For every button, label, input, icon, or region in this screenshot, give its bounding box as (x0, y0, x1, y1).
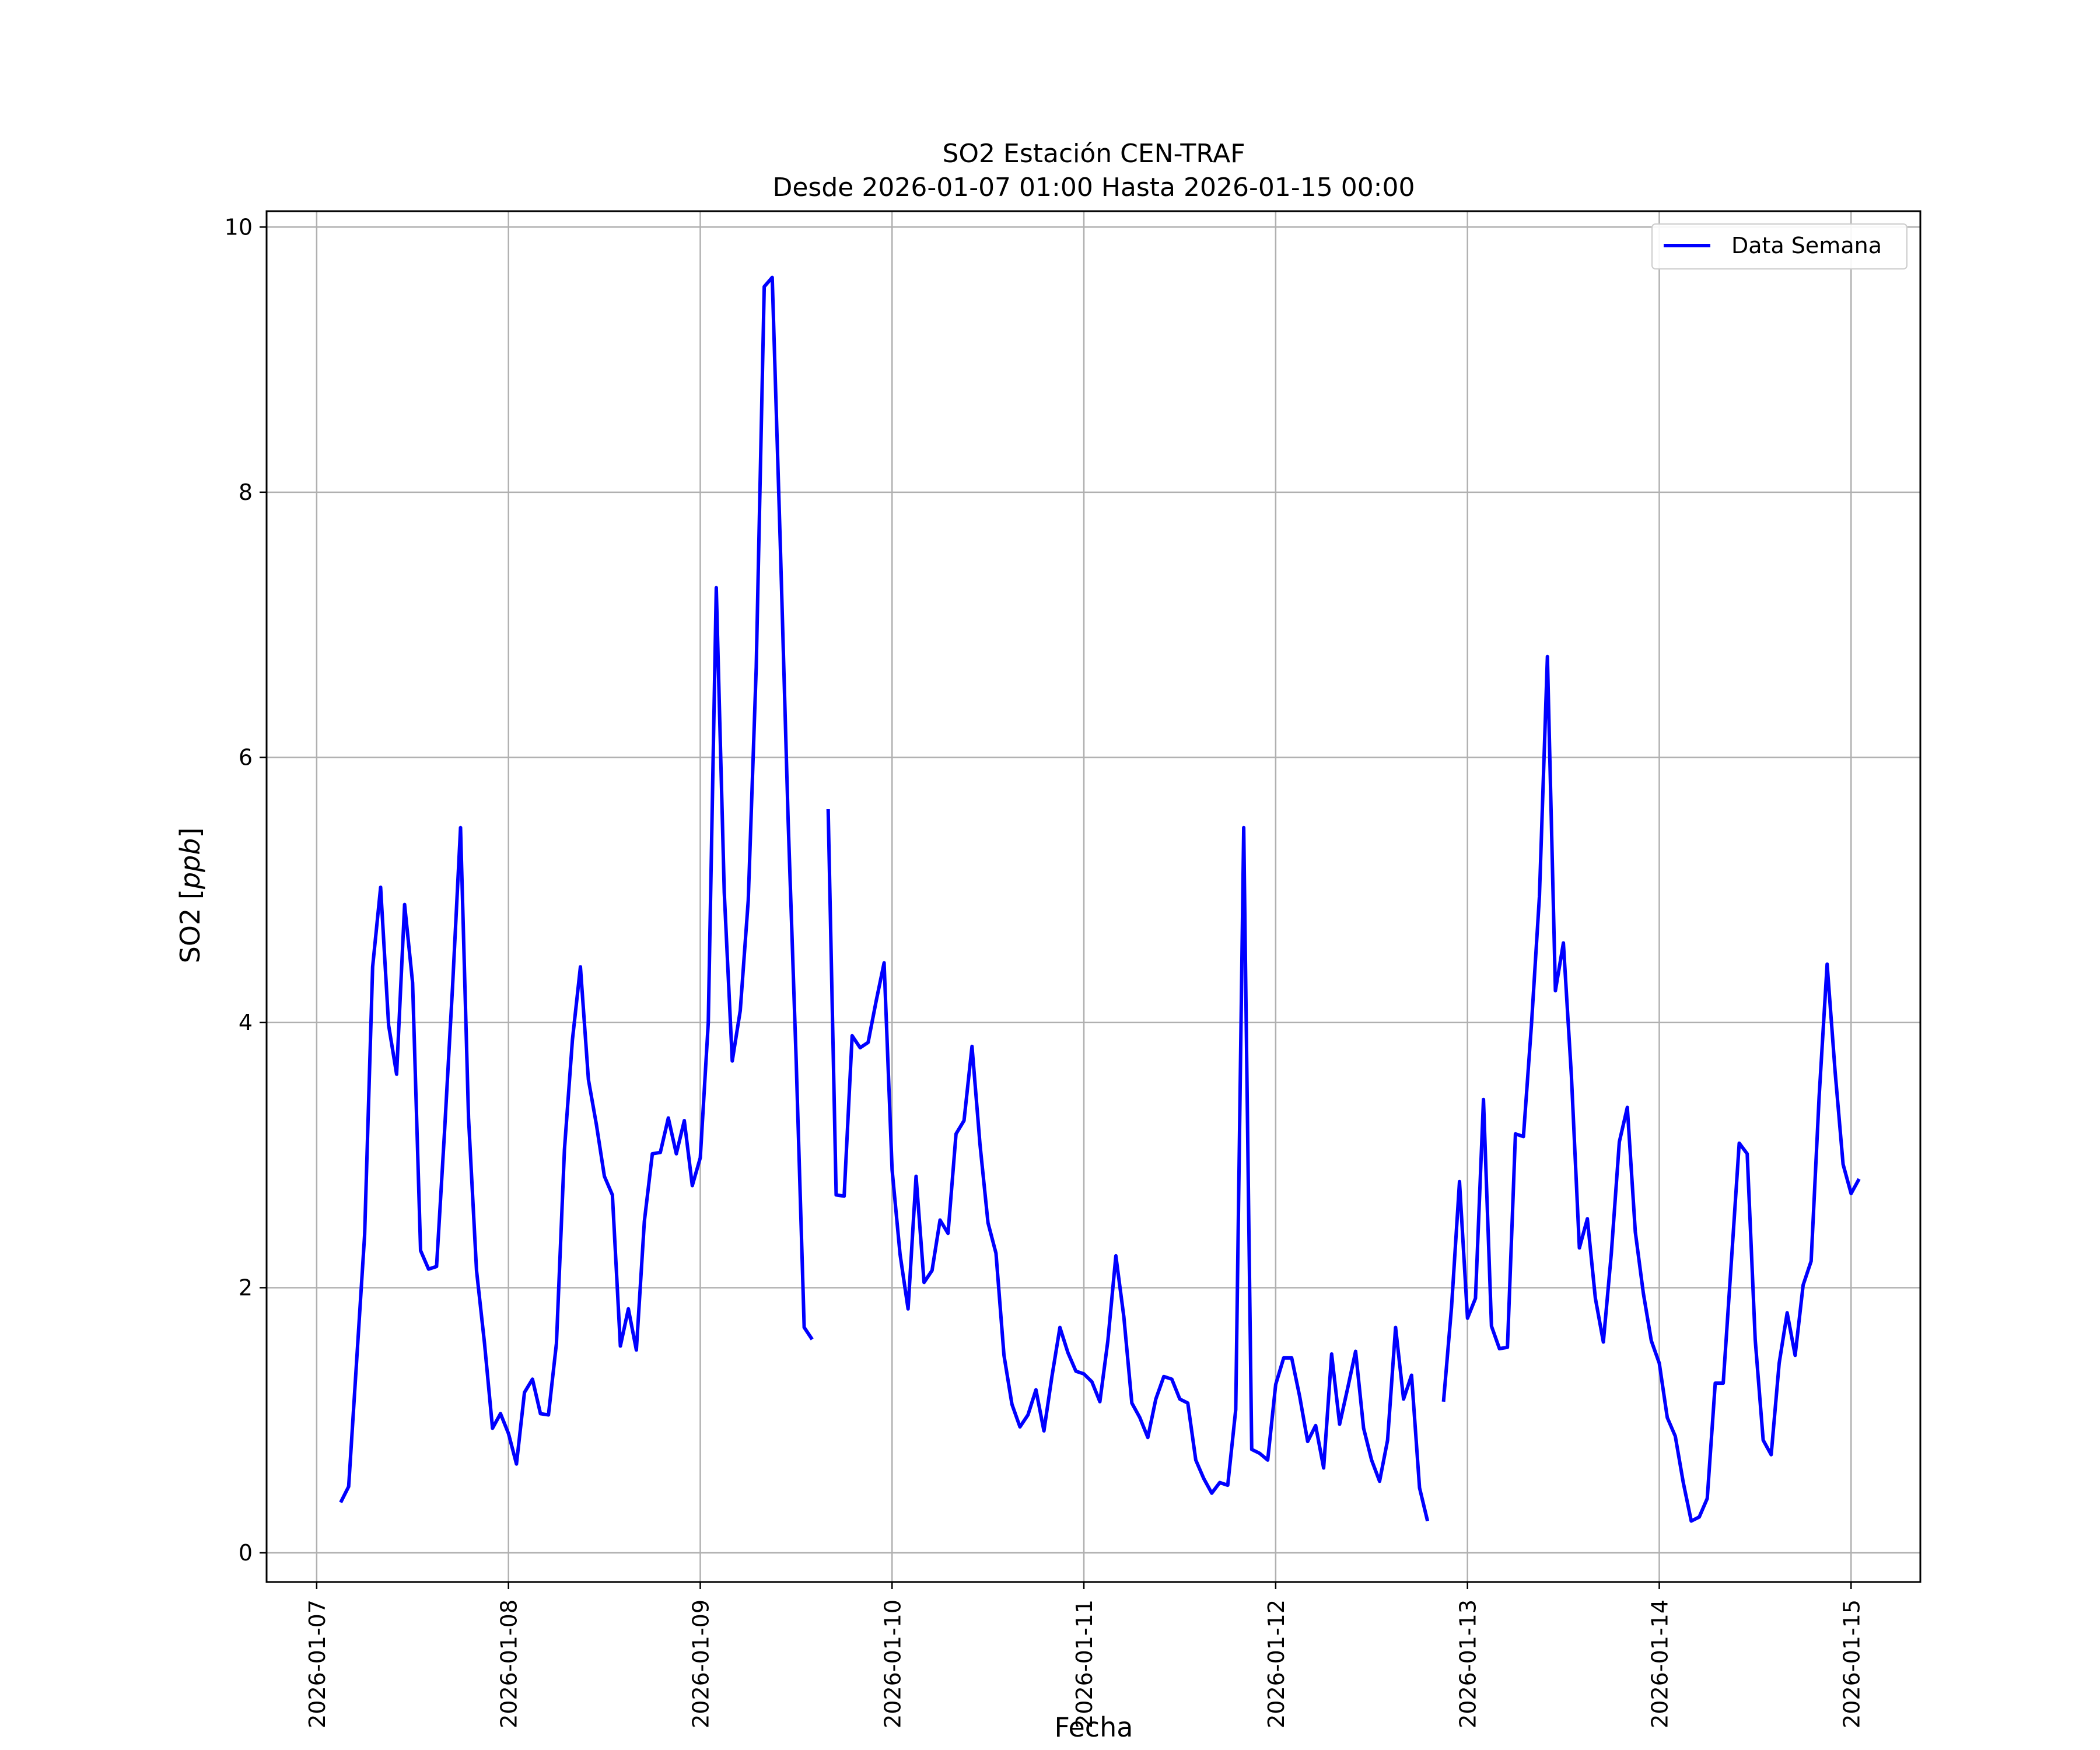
legend-box (1651, 223, 1908, 270)
x-tick-label: 2026-01-14 (1647, 1600, 1672, 1728)
x-axis-label: Fecha (1055, 1712, 1133, 1743)
x-tick-label: 2026-01-15 (1839, 1600, 1864, 1728)
x-tick-label: 2026-01-12 (1264, 1600, 1289, 1728)
y-tick-label: 6 (239, 744, 253, 770)
x-tick-label: 2026-01-09 (688, 1600, 713, 1728)
plot-area (339, 275, 1861, 1523)
legend: Data Semana (1651, 223, 1908, 270)
y-tick-label: 4 (239, 1010, 253, 1035)
x-tick-label: 2026-01-11 (1072, 1600, 1097, 1728)
x-tick-label: 2026-01-07 (304, 1600, 330, 1728)
y-axis: 0 2 4 6 8 10 (225, 214, 267, 1566)
y-tick-label: 10 (225, 214, 253, 240)
y-tick-label: 2 (239, 1275, 253, 1300)
x-tick-label: 2026-01-08 (496, 1600, 522, 1728)
x-tick-label: 2026-01-10 (880, 1600, 905, 1728)
y-tick-label: 8 (239, 480, 253, 505)
chart-title: SO2 Estación CEN-TRAF (942, 139, 1245, 169)
y-axis-label-close: ] (174, 828, 206, 838)
y-axis-label-main: SO2 [ (174, 889, 206, 963)
y-tick-label: 0 (239, 1540, 253, 1566)
chart-subtitle: Desde 2026-01-07 01:00 Hasta 2026-01-15 … (772, 173, 1415, 202)
y-axis-label-unit: ppb (174, 838, 206, 890)
legend-label: Data Semana (1731, 233, 1882, 258)
series-line-data-semana (339, 275, 1861, 1523)
x-tick-label: 2026-01-13 (1455, 1600, 1481, 1728)
y-axis-label: SO2 [ppb] (174, 828, 206, 964)
x-axis: 2026-01-07 2026-01-08 2026-01-09 2026-01-10… (304, 1582, 1864, 1728)
plot-frame (265, 210, 1922, 1583)
grid (267, 211, 1920, 1582)
